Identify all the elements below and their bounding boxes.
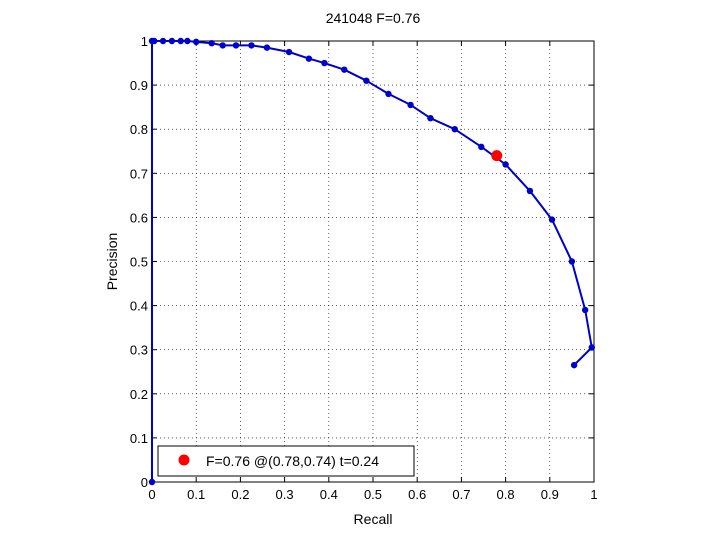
pr-curve-point xyxy=(588,344,595,351)
legend: F=0.76 @(0.78,0.74) t=0.24 xyxy=(157,445,415,477)
best-f-point xyxy=(491,150,503,162)
x-tick-label: 0.8 xyxy=(497,487,515,502)
pr-curve-point xyxy=(385,90,392,98)
axis-ticks: 0 0.1 0.2 0.3 0.4 0.5 0.6 0.7 0.8 0.9 1 0 0.1 0.2 0.3 0… xyxy=(130,34,598,502)
y-axis-title: Precision xyxy=(104,233,120,291)
pr-curve-point xyxy=(151,37,158,45)
y-tick-label: 0.3 xyxy=(130,343,148,358)
y-tick-label: 0.7 xyxy=(130,166,148,181)
x-tick-label: 1 xyxy=(590,487,597,502)
pr-curve-point xyxy=(363,77,370,84)
pr-curve-point xyxy=(232,42,240,49)
pr-curve-point xyxy=(502,161,509,168)
pr-curve-point xyxy=(193,38,200,46)
pr-curve-point xyxy=(148,478,156,486)
x-tick-label: 0.5 xyxy=(364,487,382,502)
pr-curve-point xyxy=(581,306,589,314)
x-tick-label: 0.6 xyxy=(408,487,426,502)
pr-curve-point xyxy=(184,37,191,45)
x-tick-label: 0.3 xyxy=(276,487,294,502)
pr-curve-point xyxy=(407,101,414,109)
y-tick-label: 0.4 xyxy=(130,299,148,314)
pr-curve-point xyxy=(248,42,255,49)
pr-curve-point xyxy=(159,37,167,45)
x-tick-label: 0 xyxy=(148,487,155,502)
x-tick-label: 0.9 xyxy=(541,487,559,502)
pr-curve-point xyxy=(305,55,313,62)
legend-entry-label: F=0.76 @(0.78,0.74) t=0.24 xyxy=(206,453,379,469)
x-tick-label: 0.4 xyxy=(320,487,338,502)
pr-curve-point xyxy=(168,37,176,45)
y-tick-label: 0.5 xyxy=(130,255,148,270)
pr-curve-point xyxy=(208,40,215,47)
y-tick-label: 0 xyxy=(141,475,148,490)
x-axis-title: Recall xyxy=(354,511,393,527)
pr-curve-point xyxy=(451,126,458,133)
y-tick-label: 0.6 xyxy=(130,210,148,225)
y-tick-label: 1 xyxy=(141,34,148,49)
grid xyxy=(152,41,594,482)
y-tick-label: 0.9 xyxy=(130,78,148,93)
series xyxy=(148,37,595,486)
y-tick-label: 0.8 xyxy=(130,122,148,137)
pr-curve-point xyxy=(219,42,226,49)
pr-curve-point xyxy=(263,44,271,51)
x-tick-label: 0.7 xyxy=(452,487,470,502)
pr-curve-point xyxy=(341,66,348,73)
pr-curve-point xyxy=(285,48,293,56)
pr-curve-point xyxy=(548,216,556,223)
pr-curve-point xyxy=(568,258,576,265)
legend-box xyxy=(157,445,415,477)
pr-curve-point xyxy=(478,143,485,151)
pr-curve-point xyxy=(427,114,434,122)
y-tick-label: 0.2 xyxy=(130,387,148,402)
pr-curve-point xyxy=(526,187,534,195)
y-tick-label: 0.1 xyxy=(130,431,148,446)
legend-marker xyxy=(178,454,190,466)
x-tick-label: 0.2 xyxy=(231,487,249,502)
pr-curve-point xyxy=(321,59,328,67)
x-tick-label: 0.1 xyxy=(187,487,205,502)
chart-title: 241048 F=0.76 xyxy=(326,10,421,26)
highlight xyxy=(491,150,503,162)
pr-curve-point xyxy=(177,37,184,45)
pr-curve-point xyxy=(570,361,578,369)
